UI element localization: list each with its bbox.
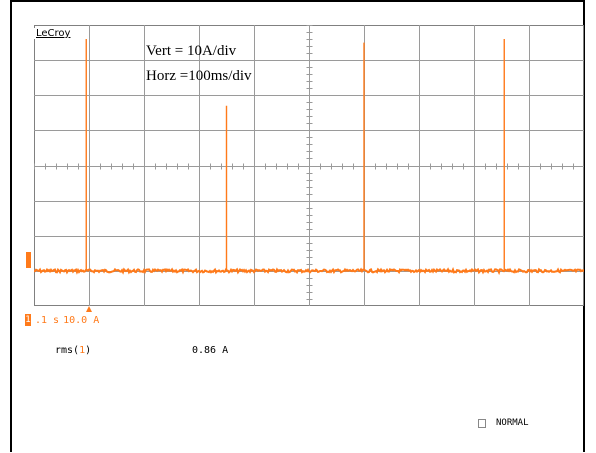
mode-label: NORMAL	[496, 418, 529, 428]
channel-scale-value: 10.0 A	[63, 314, 100, 326]
horizontal-scale-annotation: Horz =100ms/div	[146, 68, 252, 84]
acquisition-mode: NORMAL	[478, 418, 529, 428]
channel-info: 1 .1 s 10.0 A	[25, 314, 99, 326]
measurement-prefix: rms(	[55, 345, 80, 356]
measurement-label: rms(1)	[55, 345, 91, 356]
measurement-value: 0.86 A	[192, 345, 229, 356]
brand-logo: LeCroy	[34, 28, 73, 39]
waveform-svg	[34, 25, 584, 306]
vertical-scale-annotation: Vert = 10A/div	[146, 43, 237, 59]
channel-ground-marker[interactable]	[26, 252, 31, 268]
timebase-value: .1 s	[35, 314, 60, 326]
measurement-suffix: )	[85, 345, 92, 356]
scope-frame	[10, 0, 585, 452]
channel-badge[interactable]: 1	[25, 314, 31, 326]
baseline-trace	[34, 267, 584, 276]
trigger-position-marker[interactable]	[86, 306, 92, 312]
waveform-display	[34, 25, 584, 306]
mode-indicator-icon	[478, 418, 486, 428]
measurement-channel: 1	[79, 345, 86, 356]
